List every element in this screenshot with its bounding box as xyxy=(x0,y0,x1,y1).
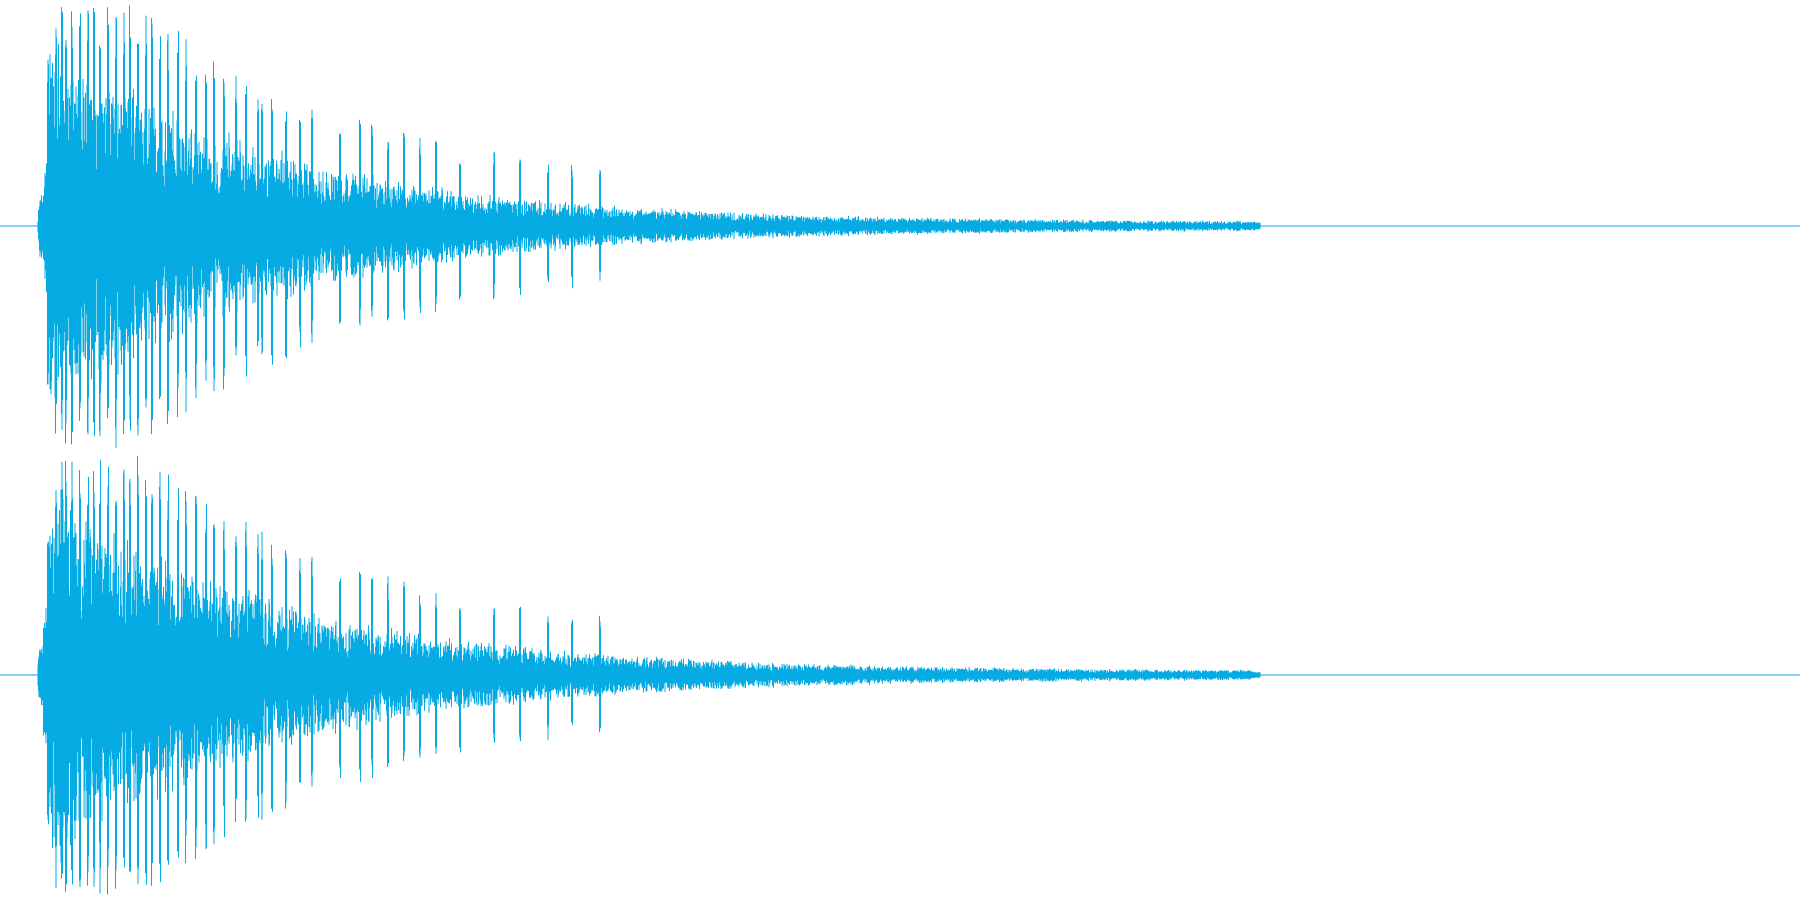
waveform-top xyxy=(37,5,1261,448)
waveform-bottom xyxy=(37,455,1261,895)
waveform-channel-top xyxy=(0,5,1800,448)
waveform-channel-bottom xyxy=(0,455,1800,895)
